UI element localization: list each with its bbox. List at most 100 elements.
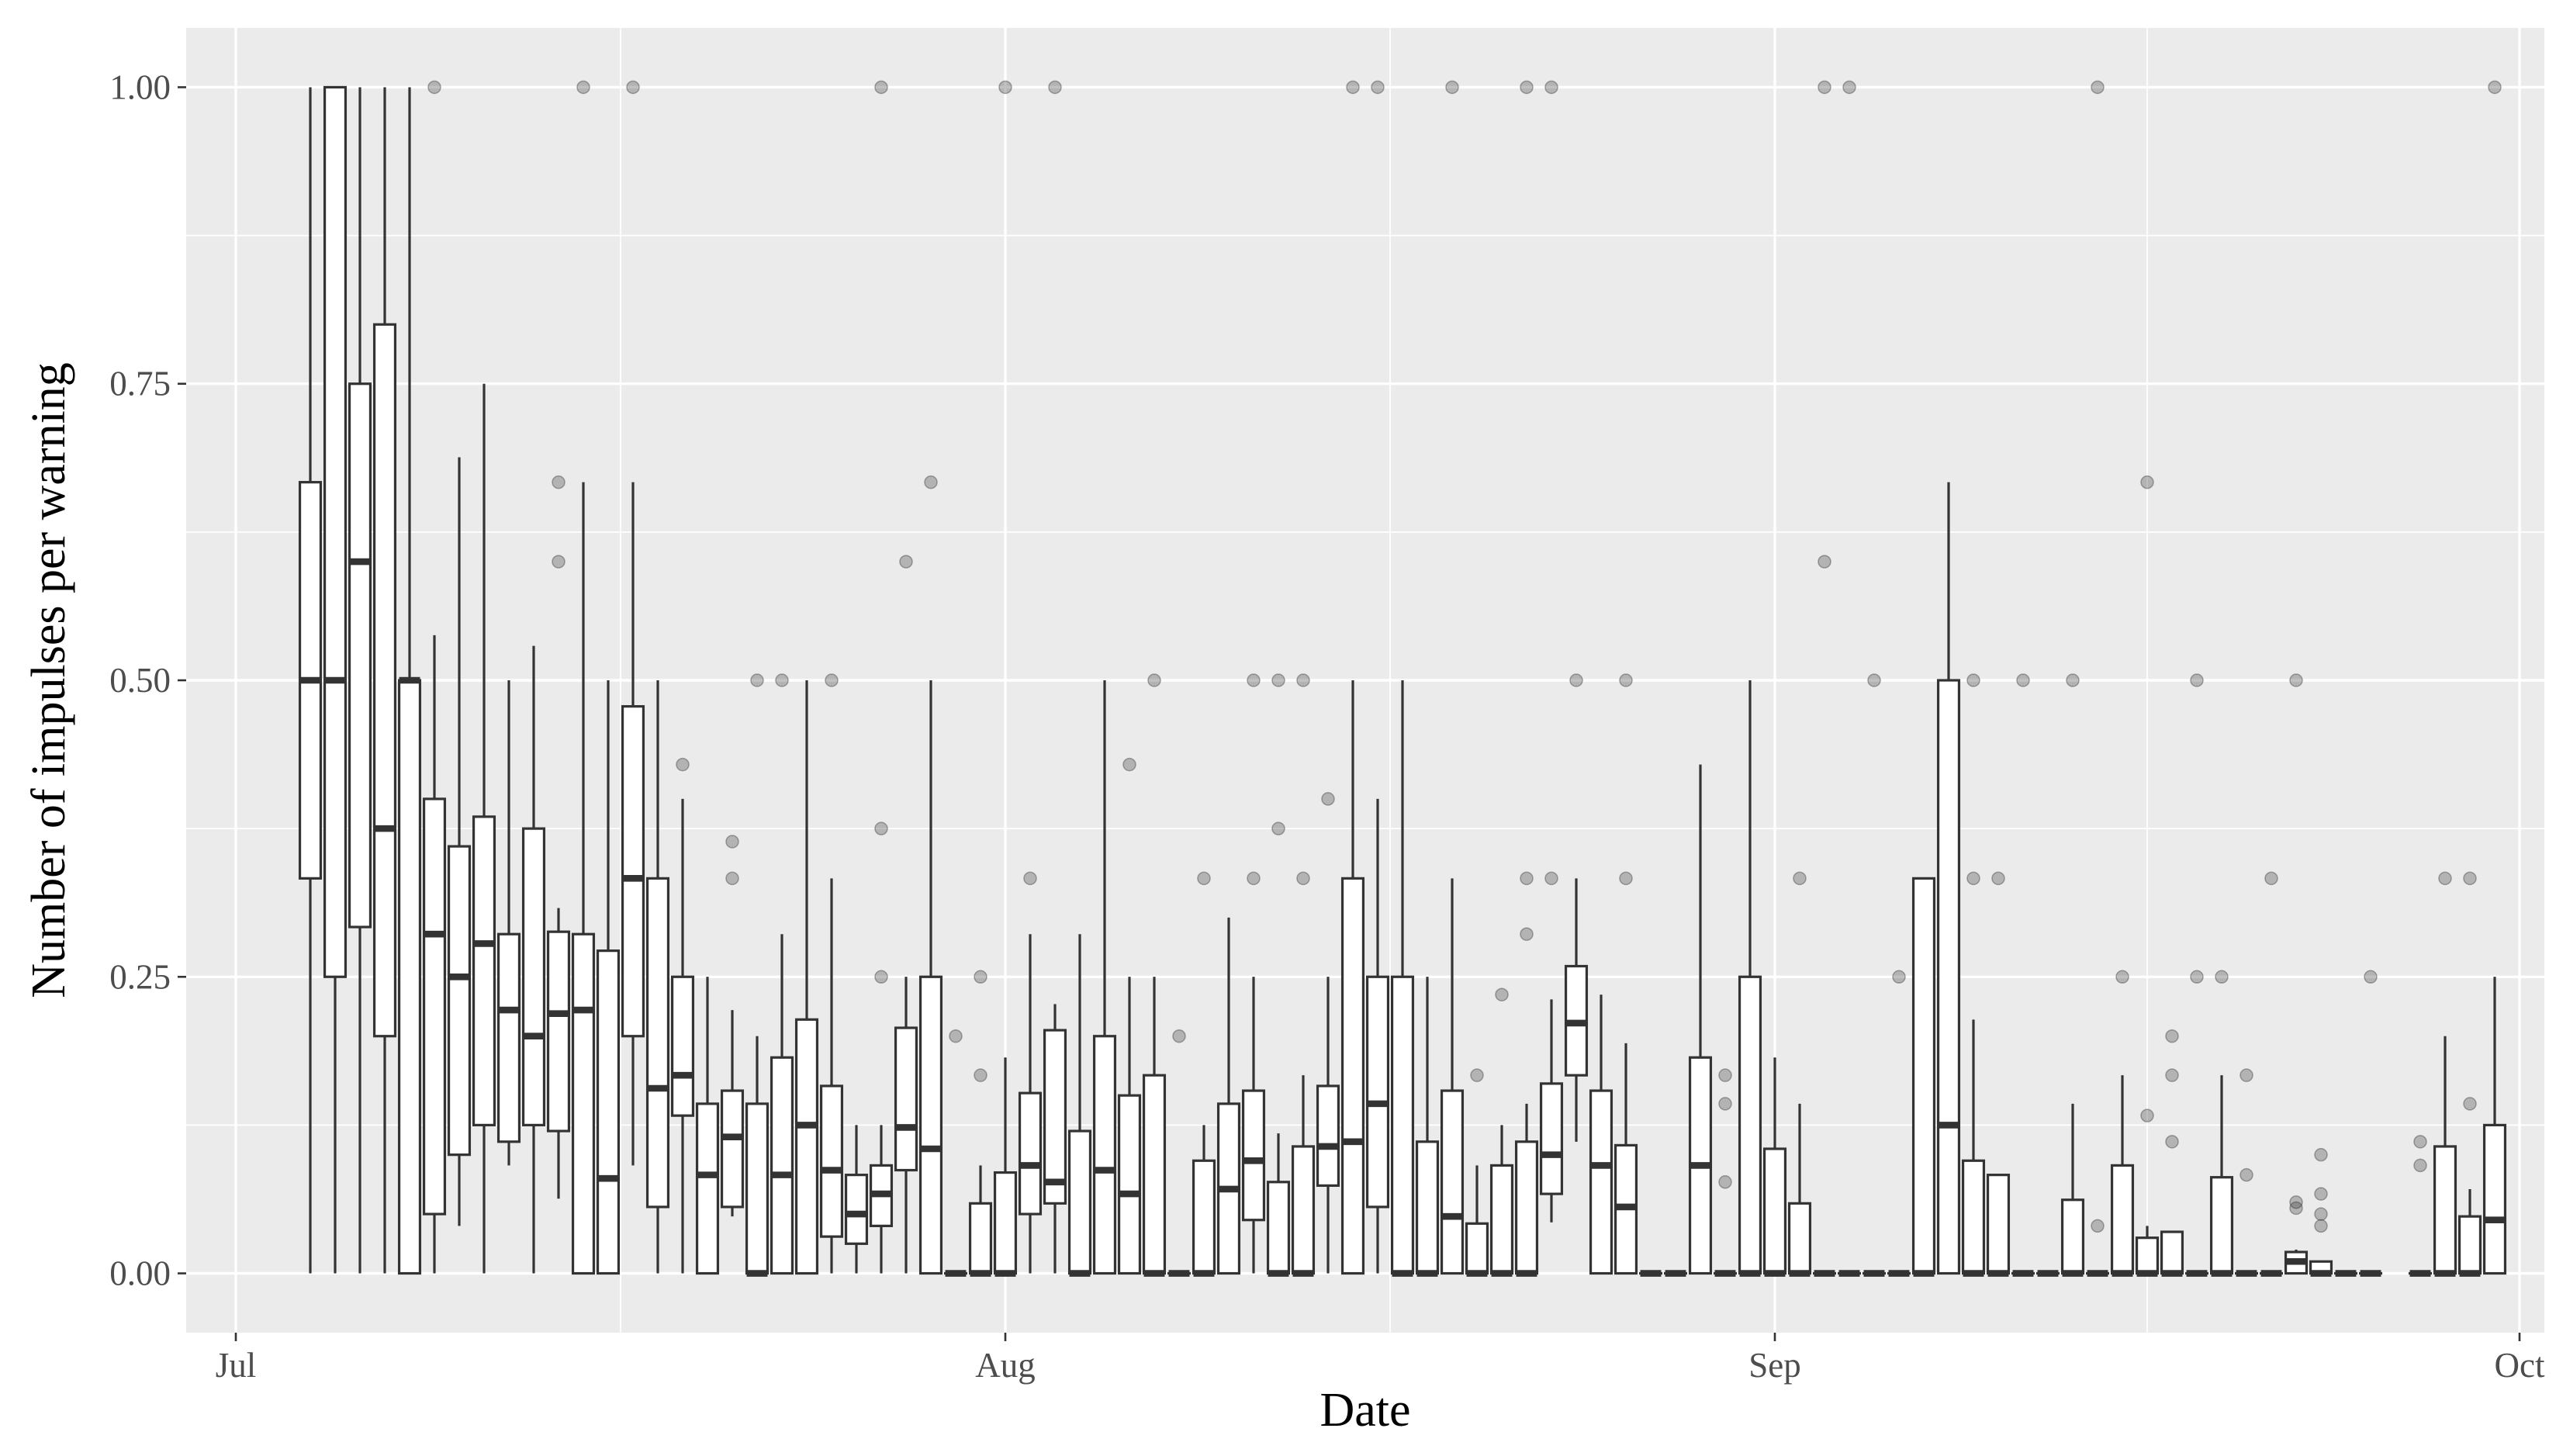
box-iqr — [794, 1018, 819, 1275]
outlier-point — [576, 80, 590, 95]
box-group — [1092, 680, 1117, 1275]
outlier-point — [1520, 871, 1534, 886]
outlier-point — [998, 80, 1012, 95]
y-tick-label: 0.50 — [109, 661, 171, 700]
box-iqr — [844, 1174, 869, 1245]
outlier-point — [974, 970, 987, 984]
outlier-point — [1346, 80, 1360, 95]
outlier-point — [1867, 673, 1881, 687]
y-axis: 0.00 0.25 0.50 0.75 1.00 — [109, 67, 186, 1293]
box-group — [1812, 80, 1837, 1277]
x-tick-label: Sep — [1748, 1346, 1801, 1385]
box-iqr — [1266, 1181, 1291, 1275]
box-iqr — [596, 949, 621, 1275]
box-group — [1291, 673, 1316, 1277]
outlier-point — [1197, 871, 1211, 886]
box-group — [546, 475, 571, 1199]
box-group — [1787, 871, 1812, 1277]
outlier-point — [874, 970, 888, 984]
y-axis-title: Number of impulses per warning — [22, 362, 75, 998]
box-group — [447, 457, 472, 1226]
outlier-point — [2314, 1207, 2328, 1221]
box-iqr — [2060, 1198, 2085, 1275]
box-iqr — [645, 877, 670, 1209]
box-iqr — [2160, 1230, 2184, 1275]
box-group — [1365, 80, 1390, 1274]
box-group — [2110, 970, 2135, 1277]
box-iqr — [993, 1171, 1018, 1275]
outlier-point — [427, 80, 441, 95]
box-iqr — [1440, 1089, 1465, 1275]
box-iqr — [1415, 1140, 1440, 1275]
box-group — [2135, 475, 2160, 1277]
outlier-point — [1247, 871, 1261, 886]
box-group — [1738, 680, 1762, 1277]
box-group — [695, 977, 720, 1275]
box-iqr — [2209, 1176, 2234, 1275]
outlier-point — [1818, 555, 1831, 569]
x-tick-label: Aug — [975, 1346, 1036, 1385]
box-iqr — [1316, 1084, 1340, 1187]
outlier-point — [1991, 871, 2005, 886]
box-group — [1688, 764, 1713, 1275]
box-group — [1887, 970, 1911, 1277]
outlier-point — [1470, 1068, 1484, 1082]
outlier-point — [2190, 673, 2204, 687]
outlier-point — [899, 555, 913, 569]
box-group — [819, 673, 844, 1274]
outlier-point — [725, 835, 739, 849]
outlier-point — [552, 555, 566, 569]
box-iqr — [770, 1056, 794, 1275]
outlier-point — [1321, 792, 1335, 806]
outlier-point — [1619, 871, 1633, 886]
box-group — [1862, 673, 1887, 1277]
outlier-point — [1793, 871, 1807, 886]
outlier-point — [2165, 1135, 2179, 1149]
outlier-point — [974, 1068, 987, 1082]
outlier-point — [1966, 871, 1980, 886]
box-iqr — [2433, 1145, 2457, 1275]
box-group — [1489, 987, 1514, 1277]
box-group — [869, 80, 894, 1274]
box-group — [794, 680, 819, 1275]
box-group — [621, 80, 645, 1166]
box-group — [968, 970, 993, 1277]
box-group — [397, 87, 422, 1275]
outlier-point — [1569, 673, 1583, 687]
box-group — [1936, 482, 1961, 1275]
outlier-point — [1371, 80, 1385, 95]
box-group — [2309, 1147, 2333, 1277]
box-series — [298, 80, 2507, 1277]
box-group — [472, 383, 496, 1274]
box-group — [2482, 80, 2507, 1275]
box-iqr — [1514, 1140, 1539, 1275]
box-group — [1613, 673, 1638, 1275]
outlier-point — [825, 673, 839, 687]
box-iqr — [323, 85, 348, 978]
box-iqr — [1092, 1035, 1117, 1275]
box-group — [770, 673, 794, 1275]
box-iqr — [1539, 1082, 1564, 1195]
outlier-point — [1619, 673, 1633, 687]
outlier-point — [1544, 80, 1558, 95]
box-iqr — [1340, 877, 1365, 1275]
outlier-point — [2264, 871, 2278, 886]
box-iqr — [968, 1202, 993, 1275]
outlier-point — [626, 80, 640, 95]
box-iqr — [1241, 1089, 1266, 1222]
box-iqr — [2110, 1164, 2135, 1275]
outlier-point — [552, 475, 566, 489]
outlier-point — [1296, 673, 1310, 687]
outlier-point — [1892, 970, 1906, 984]
box-group — [1713, 1068, 1738, 1277]
box-group — [2209, 970, 2234, 1277]
box-iqr — [918, 975, 943, 1275]
x-axis: Jul Aug Sep Oct — [216, 1333, 2545, 1385]
box-iqr — [397, 679, 422, 1275]
x-tick-label: Oct — [2495, 1346, 2545, 1385]
box-iqr — [1043, 1029, 1067, 1205]
outlier-point — [2413, 1158, 2427, 1173]
outlier-point — [1718, 1175, 1732, 1189]
box-iqr — [1787, 1202, 1812, 1275]
box-group — [1067, 934, 1092, 1277]
